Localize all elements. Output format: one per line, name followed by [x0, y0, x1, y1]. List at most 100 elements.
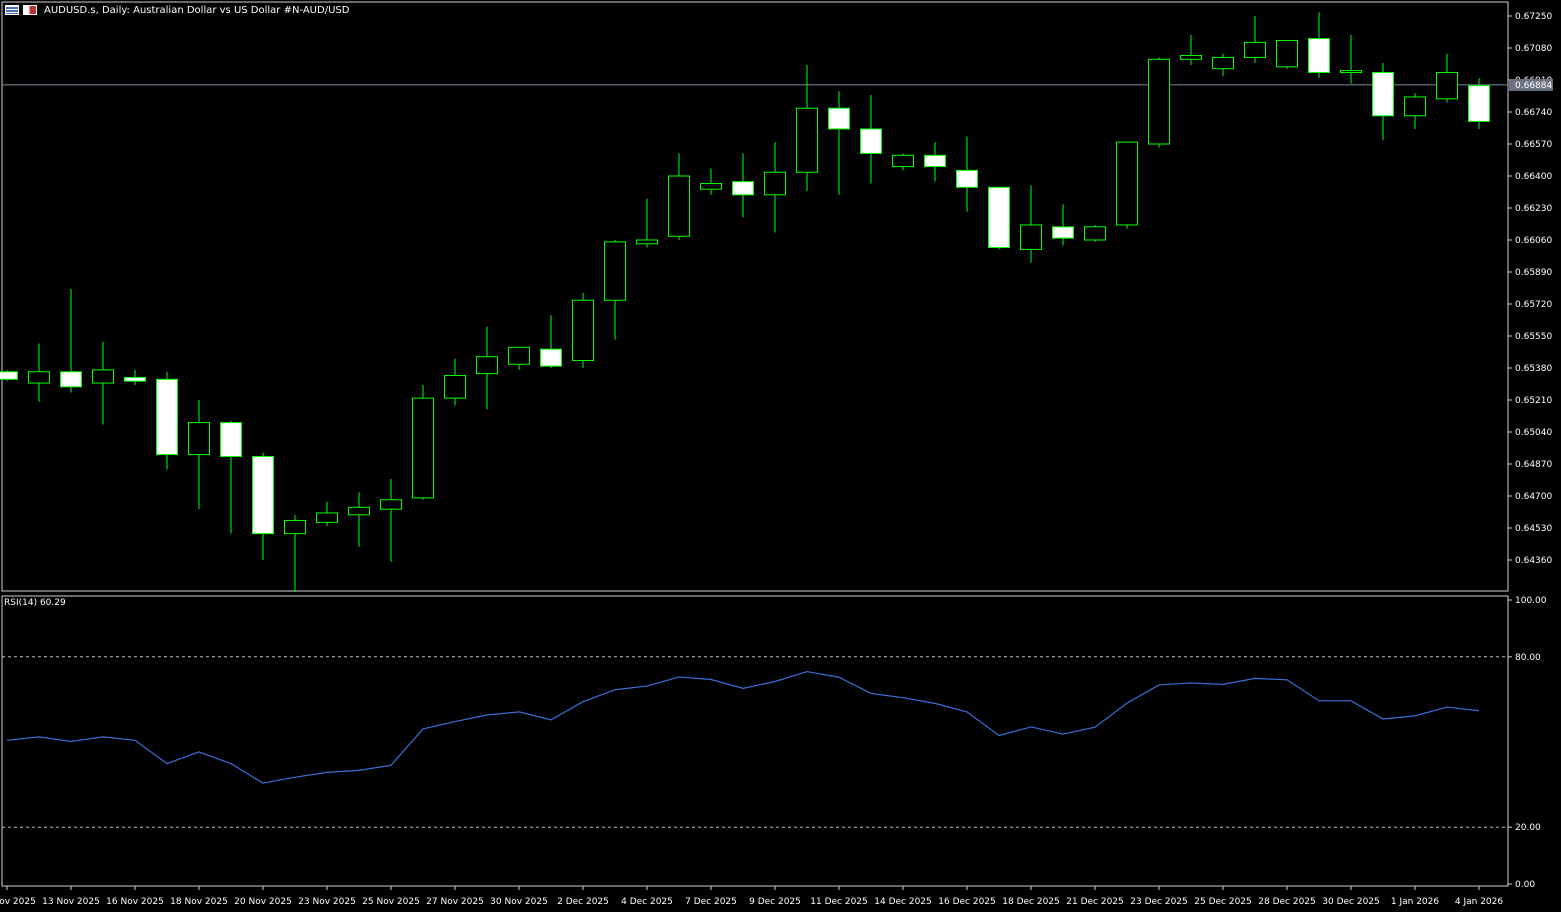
candle-body: [1244, 41, 1266, 58]
price-tick-label: 0.64360: [1515, 556, 1552, 566]
time-tick-label: 1 Jan 2026: [1391, 897, 1439, 907]
candle: [252, 452, 274, 560]
candle-body: [476, 356, 498, 375]
candle-body: [636, 239, 658, 245]
price-tick-label: 0.64530: [1515, 524, 1552, 534]
rsi-line: [6, 670, 1480, 784]
time-tick-label: 13 Nov 2025: [42, 897, 100, 907]
candle: [604, 240, 626, 340]
time-tick-label: 11 Dec 2025: [810, 897, 868, 907]
bars-menu-icon[interactable]: [5, 5, 19, 15]
candle-body: [508, 346, 530, 365]
time-tick-label: 28 Dec 2025: [1258, 897, 1316, 907]
candle: [924, 142, 946, 182]
candle: [1340, 34, 1362, 84]
candle-body: [1212, 56, 1234, 70]
price-tick-label: 0.65210: [1515, 396, 1552, 406]
candle-body: [700, 183, 722, 190]
rsi-tick-label: 20.00: [1515, 823, 1541, 833]
candle: [1212, 53, 1234, 77]
price-axis: 0.672500.670800.669100.667400.665700.664…: [2, 12, 1553, 566]
price-tick-label: 0.64700: [1515, 492, 1552, 502]
price-tick-label: 0.66740: [1515, 108, 1552, 118]
candle: [28, 343, 50, 402]
candle: [284, 514, 306, 592]
candle: [572, 292, 594, 368]
candle-body: [1276, 39, 1298, 68]
candle: [508, 346, 530, 370]
candle: [220, 420, 242, 534]
time-tick-label: 21 Dec 2025: [1066, 897, 1124, 907]
candle-body: [92, 369, 114, 384]
candle-body: [284, 519, 306, 535]
time-tick-label: 23 Nov 2025: [298, 897, 356, 907]
candle: [892, 153, 914, 171]
candle: [1052, 204, 1074, 246]
candles-layer: [0, 12, 1490, 592]
time-tick-label: 30 Nov 2025: [490, 897, 548, 907]
candle: [700, 168, 722, 195]
time-tick-label: 20 Nov 2025: [234, 897, 292, 907]
candle: [668, 153, 690, 240]
candle: [60, 288, 82, 393]
candle-body: [1180, 55, 1202, 60]
rsi-label: RSI(14) 60.29: [4, 598, 66, 608]
candle-body: [1372, 71, 1394, 117]
candle: [1404, 93, 1426, 129]
time-tick-label: 27 Nov 2025: [426, 897, 484, 907]
time-tick-label: 4 Jan 2026: [1455, 897, 1503, 907]
time-tick-label: 16 Dec 2025: [938, 897, 996, 907]
time-tick-label: 18 Nov 2025: [170, 897, 228, 907]
candle-body: [28, 371, 50, 384]
candle-body: [220, 422, 242, 457]
candle: [348, 492, 370, 547]
window-menu-icon[interactable]: [23, 5, 37, 15]
candle-body: [188, 422, 210, 456]
price-tick-label: 0.66400: [1515, 172, 1552, 182]
candle: [1180, 34, 1202, 65]
time-tick-label: 18 Dec 2025: [1002, 897, 1060, 907]
candle: [1244, 16, 1266, 64]
price-tick-label: 0.66570: [1515, 140, 1552, 150]
price-tick-label: 0.65720: [1515, 300, 1552, 310]
time-tick-label: 9 Dec 2025: [749, 897, 801, 907]
candle: [476, 326, 498, 410]
time-tick-label: 16 Nov 2025: [106, 897, 164, 907]
candle-body: [924, 154, 946, 168]
candle: [412, 384, 434, 500]
candle-body: [156, 378, 178, 456]
candle: [316, 501, 338, 527]
candle: [636, 198, 658, 248]
price-tick-label: 0.64870: [1515, 460, 1552, 470]
candle: [860, 95, 882, 184]
rsi-panel-border: [1, 595, 1509, 887]
time-tick-label: 25 Nov 2025: [362, 897, 420, 907]
price-tick-label: 0.65380: [1515, 364, 1552, 374]
candle: [1276, 39, 1298, 69]
candle: [124, 369, 146, 385]
time-tick-label: 30 Dec 2025: [1322, 897, 1380, 907]
candle-body: [444, 375, 466, 399]
time-tick-label: 11 Nov 2025: [0, 897, 36, 907]
candle: [1116, 141, 1138, 229]
candle: [156, 371, 178, 470]
time-tick-label: 2 Dec 2025: [557, 897, 609, 907]
rsi-tick-label: 80.00: [1515, 653, 1541, 663]
candle: [92, 341, 114, 425]
price-tick-label: 0.65550: [1515, 332, 1552, 342]
candle: [540, 315, 562, 368]
candle-body: [1084, 226, 1106, 241]
candle-body: [1436, 71, 1458, 100]
time-axis: 11 Nov 2025 13 Nov 2025 16 Nov 2025 18 Nov …: [0, 886, 1503, 907]
candle-body: [892, 154, 914, 168]
rsi-tick-label: 0.00: [1515, 880, 1535, 890]
price-tick-label: 0.65040: [1515, 428, 1552, 438]
candle-body: [796, 107, 818, 173]
price-panel-border: [1, 1, 1509, 592]
candle-body: [860, 128, 882, 154]
price-tick-label: 0.66230: [1515, 204, 1552, 214]
candle-body: [1116, 141, 1138, 226]
candle: [1468, 78, 1490, 129]
candle-body: [1308, 38, 1330, 73]
